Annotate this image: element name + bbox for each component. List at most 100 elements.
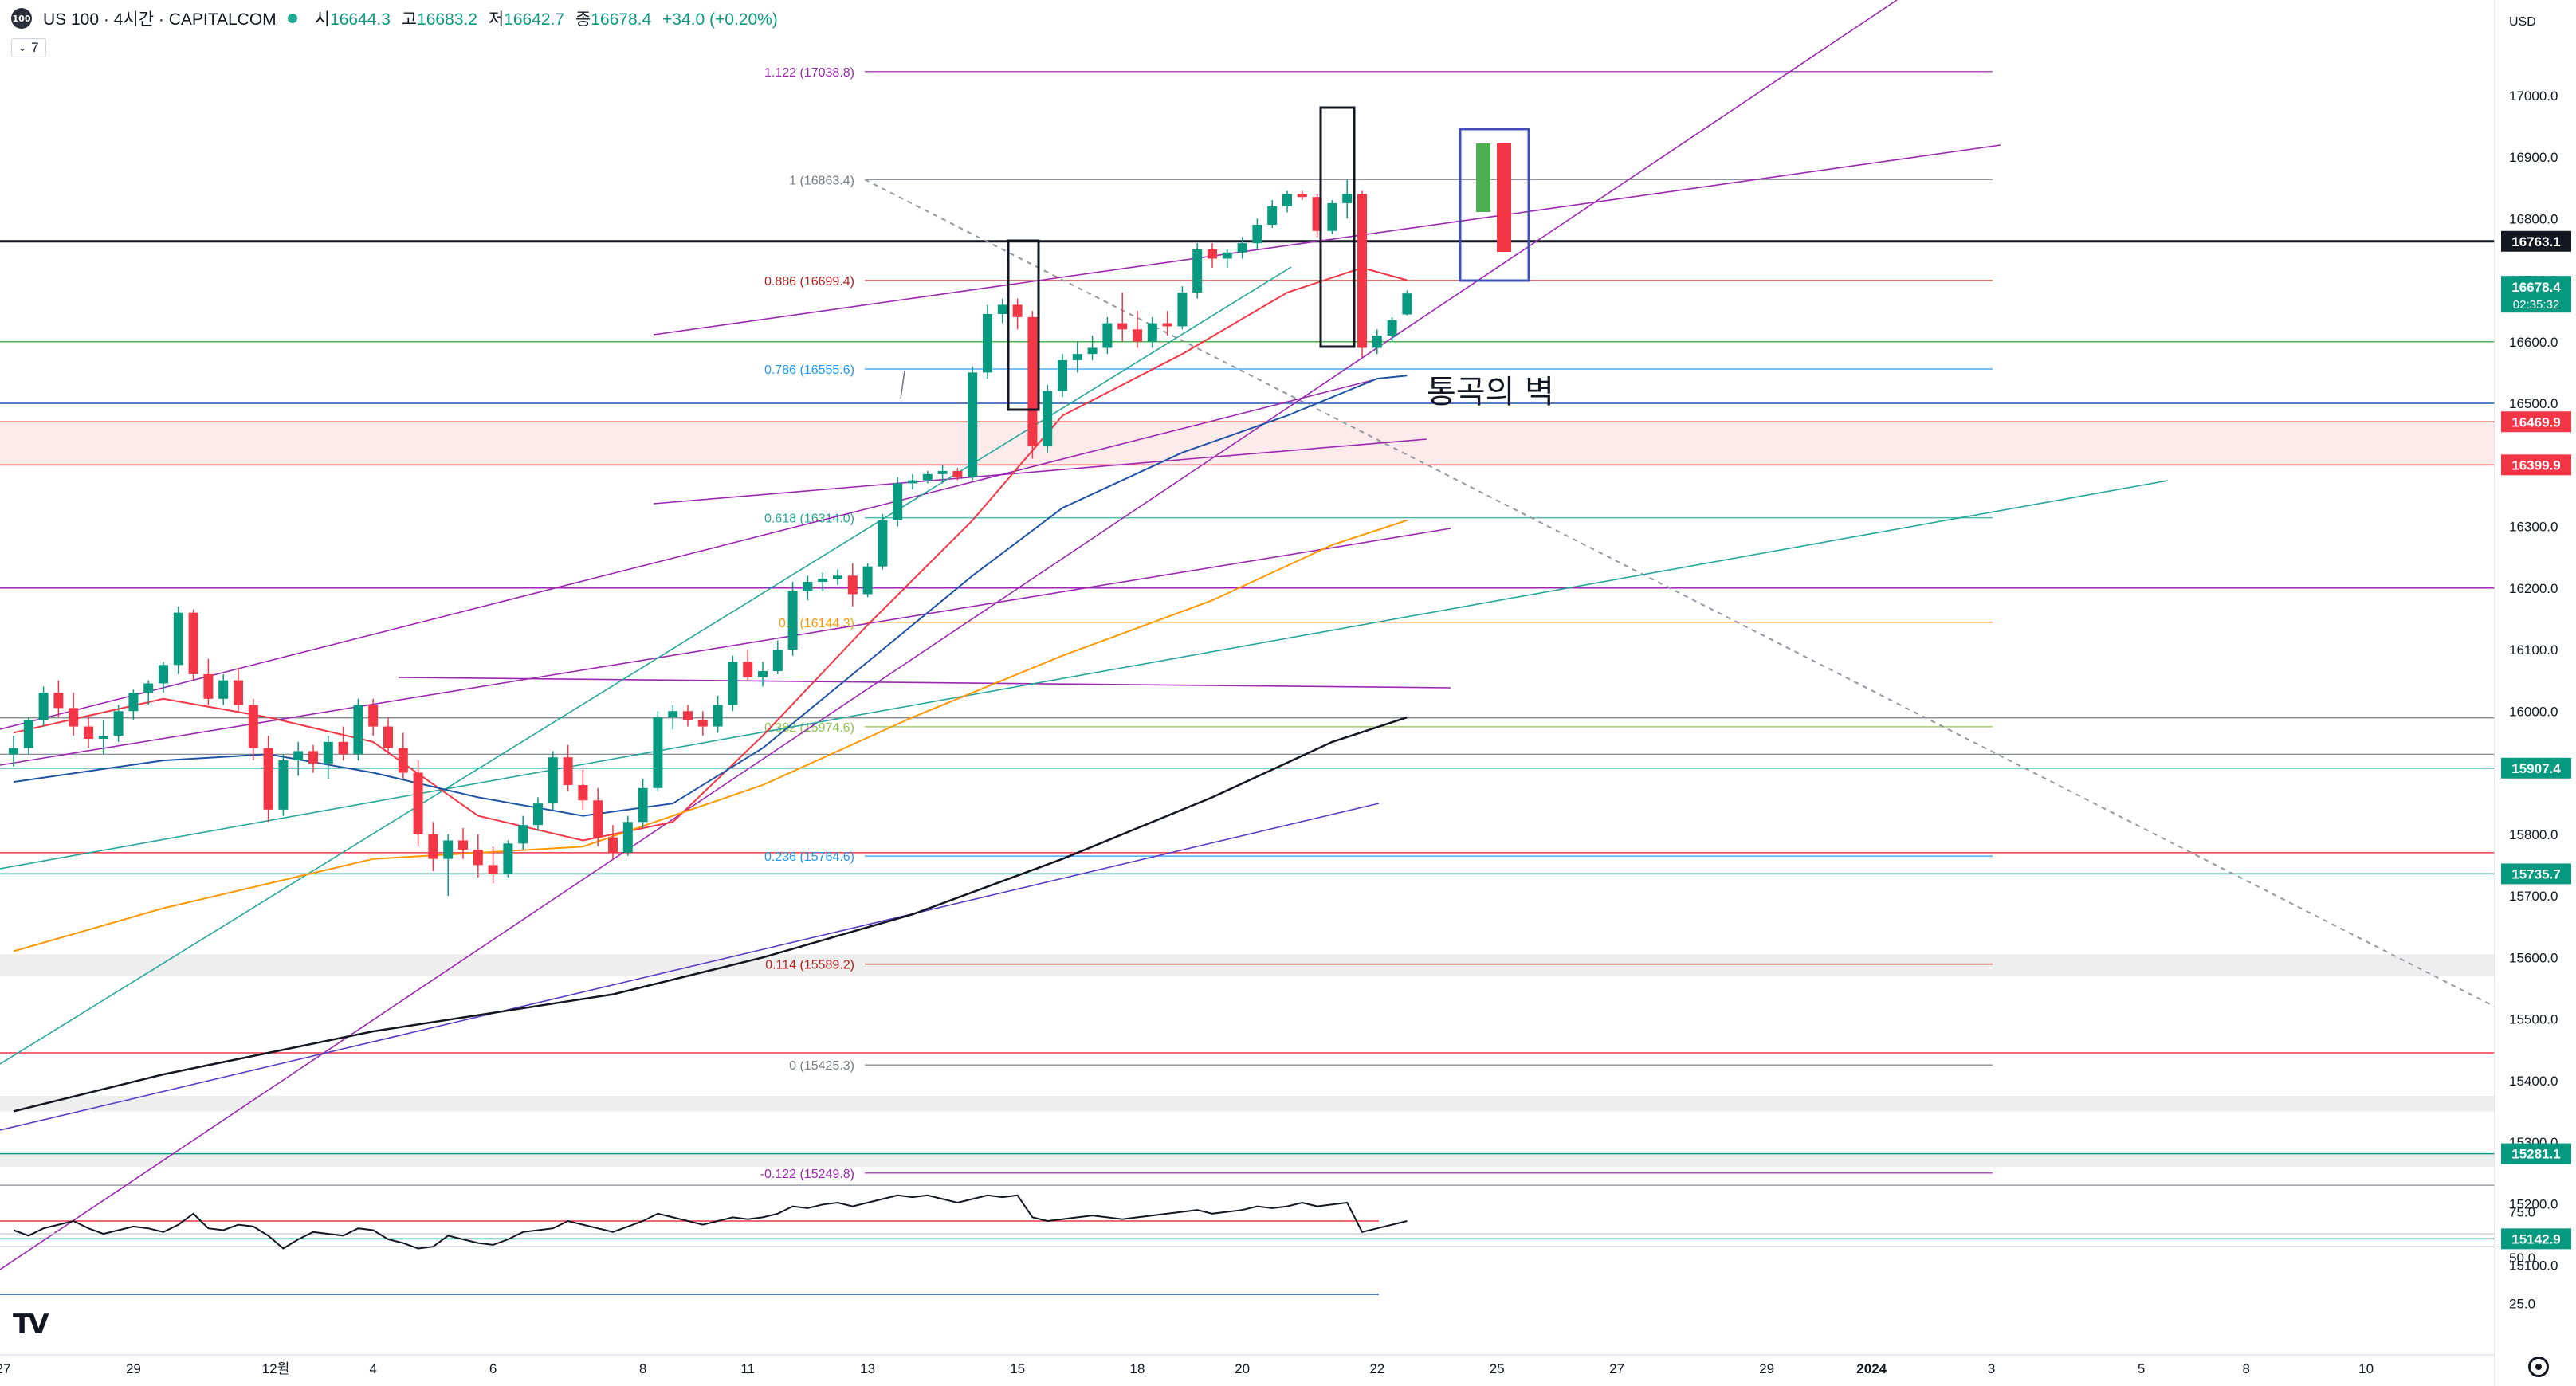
price-tick-label: 16300.0 [2509, 520, 2558, 535]
projection-box [1459, 128, 1530, 282]
candle-body [772, 650, 783, 672]
moving-average-MA-200 [13, 716, 1408, 1113]
candle-body [638, 787, 648, 823]
time-tick-label: 29 [126, 1361, 141, 1376]
price-badge-label: 16469.9 [2511, 414, 2560, 430]
candle-body [1327, 202, 1337, 231]
time-tick-label: 27 [1609, 1361, 1624, 1376]
candle-body [937, 470, 948, 474]
price-badge-label: 15142.9 [2511, 1231, 2560, 1247]
time-axis[interactable]: 27 29 12월 4 6 8 11 13 15 18 20 22 25 27 29 2024 3 5 8 10 [0, 1354, 2495, 1376]
price-badge-label: 15281.1 [2511, 1147, 2560, 1162]
time-tick-label: 11 [740, 1361, 755, 1376]
candle-body [952, 470, 963, 477]
symbol-icon[interactable]: 100 [11, 8, 32, 29]
zone-band-0 [0, 422, 2495, 465]
fib-level-label: 0.5 (16144.3) [779, 617, 854, 630]
fib-level-label: 0.886 (16699.4) [764, 275, 854, 289]
candle-body [278, 760, 289, 810]
candle-body [668, 711, 678, 717]
candle-body [1372, 336, 1382, 348]
close-label: 종 [575, 10, 591, 29]
candle-body [84, 726, 93, 740]
price-tick-label: 15400.0 [2509, 1074, 2558, 1089]
ohlc-readout: 시16644.3 고16683.2 저16642.7 종16678.4 +34.… [308, 6, 778, 30]
candle-body [1058, 359, 1067, 391]
fib-level-label: 0.786 (16555.6) [764, 363, 854, 377]
price-tick-label: 15500.0 [2509, 1012, 2558, 1027]
price-zones [0, 422, 2495, 1167]
highlight-box-right [1319, 106, 1356, 348]
chart-header: 100 US 100 · 4시간 · CAPITALCOM 시16644.3 고… [0, 0, 2495, 64]
time-tick-label: 18 [1130, 1361, 1145, 1376]
high-value: 16683.2 [417, 10, 477, 29]
highlight-boxes [1007, 106, 1530, 411]
candle-body [98, 736, 108, 740]
time-tick-label: 6 [489, 1361, 497, 1376]
candle-body [1162, 323, 1172, 327]
gear-icon[interactable] [2528, 1357, 2549, 1377]
candle-body [653, 717, 663, 788]
candle-body [159, 665, 168, 684]
candle-body [218, 680, 229, 699]
trend-line-6 [0, 803, 1380, 1131]
candle-body [1222, 252, 1232, 259]
candle-body [234, 680, 243, 705]
candle-body [758, 671, 768, 677]
candle-body [548, 757, 558, 804]
projected-green-candle [1476, 143, 1490, 212]
candle-body [9, 748, 18, 755]
candle-body [1402, 293, 1412, 315]
candle-body [833, 575, 842, 579]
candle-body [728, 662, 738, 705]
rsi-tick-label: 50.0 [2509, 1251, 2535, 1266]
candle-body [248, 705, 258, 748]
trend-line-0 [0, 0, 1898, 1270]
price-tick-label: 16200.0 [2509, 581, 2558, 596]
candle-body [458, 840, 468, 850]
price-tick-label: 15800.0 [2509, 827, 2558, 842]
price-tick-label: 15700.0 [2509, 889, 2558, 904]
annotation-wall-label: 통곡의 벽 [1427, 374, 1554, 410]
candle-body [683, 711, 693, 720]
rsi-tick-label: 75.0 [2509, 1205, 2535, 1220]
candle-body [1102, 323, 1113, 348]
price-badge-label: 16399.9 [2511, 457, 2560, 473]
candle-body [263, 748, 273, 810]
trend-line-2 [653, 144, 2001, 336]
zone-band-2 [0, 1096, 2495, 1112]
time-tick-label: 12월 [262, 1361, 290, 1376]
price-tick-label: 16800.0 [2509, 211, 2558, 226]
time-tick-label: 10 [2358, 1361, 2374, 1376]
price-axis[interactable]: USD17000.016900.016800.016700.016600.016… [2494, 0, 2571, 1386]
indicator-count: 7 [31, 40, 39, 55]
candle-body [413, 772, 423, 834]
symbol-title[interactable]: US 100 · 4시간 · CAPITALCOM [43, 10, 277, 29]
candle-body [1387, 320, 1397, 336]
open-value: 16644.3 [329, 10, 391, 29]
indicator-toggle[interactable]: ⌄ 7 [11, 38, 46, 57]
candle-body [1282, 194, 1292, 206]
zone-band-1 [0, 954, 2495, 976]
candle-body [428, 834, 438, 859]
candle-body [488, 865, 498, 874]
candle-body [983, 313, 992, 373]
candle-body [893, 483, 903, 520]
candle-body [518, 825, 528, 844]
price-badge [2501, 1228, 2571, 1250]
candle-body [878, 520, 888, 567]
time-tick-label: 25 [1490, 1361, 1505, 1376]
candle-body [338, 741, 348, 755]
candle-body [128, 693, 139, 712]
last-price-label: 16678.4 [2511, 280, 2561, 295]
candle-body [1297, 194, 1307, 198]
trend-line-1 [0, 378, 1380, 730]
candle-body [1252, 224, 1262, 244]
price-tick-label: 16600.0 [2509, 335, 2558, 350]
highlight-box-left [1007, 239, 1040, 411]
price-badge [2501, 230, 2571, 252]
trend-line-3 [653, 438, 1427, 505]
moving-average-MA-fast [13, 266, 1408, 842]
price-tick-label: 16000.0 [2509, 704, 2558, 719]
